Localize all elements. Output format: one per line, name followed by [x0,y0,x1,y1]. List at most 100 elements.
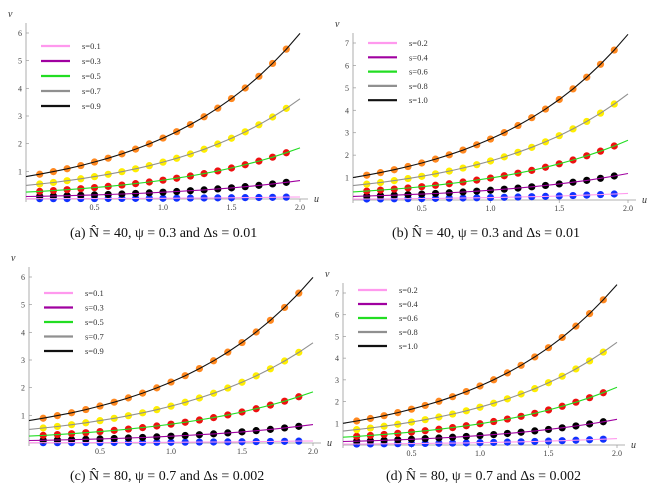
y-tick-label: 5 [345,84,349,93]
y-tick-label: 2 [335,398,339,407]
legend-label: s=0.6 [409,67,428,77]
y-axis-label: v [325,269,330,280]
chart-panel-b: u v 0.5 1.0 1.5 2.0 1 2 3 4 5 6 7 s=0.2 s=0.4 s=0.6 s=0.… [335,19,647,213]
x-tick-label: 1.5 [237,447,247,456]
x-tick-label: 1.0 [166,447,176,456]
y-tick-label: 2 [345,151,349,160]
chart-panel-c: u v 0.5 1.0 1.5 2.0 1 2 3 4 5 6 s=0.1 s=0.3 s=0.5 s=0.7… [11,253,332,456]
y-tick-label: 1 [345,174,349,183]
x-tick-label: 1.0 [158,203,168,212]
x-axis-label: u [642,195,647,206]
legend-label: s=0.7 [82,86,101,96]
legend-label: s=0.1 [85,288,104,298]
series-line [352,33,629,179]
legend-label: s=0.2 [409,38,428,48]
y-axis-label: v [8,9,13,20]
caption-c: (c) N̂ = 80, ψ = 0.7 and Δs = 0.002 [70,469,265,484]
legend-label: s=0.3 [85,303,104,313]
x-tick-label: 1.0 [475,449,485,458]
x-tick-label: 0.5 [95,447,105,456]
y-axis-label: v [335,19,340,30]
y-tick-label: 4 [21,328,25,337]
legend-label: s=0.1 [82,41,101,51]
series-line [26,196,301,200]
legend-label: s=0.3 [82,56,101,66]
chart-panel-d: u v 0.5 1.0 1.5 2.0 1 2 3 4 5 6 7 s=0.2 s=0.4 s=0.6 s=0.… [325,269,636,458]
legend-label: s=0.8 [409,81,428,91]
y-tick-label: 2 [18,140,22,149]
y-axis-label: v [11,253,16,264]
series-line [25,33,301,178]
y-tick-label: 7 [345,39,349,48]
legend-label: s=0.8 [399,327,418,337]
y-tick-label: 5 [21,301,25,310]
series-line [342,284,618,424]
x-axis-label: u [314,194,319,205]
y-tick-label: 1 [335,419,339,428]
x-tick-label: 0.5 [407,449,417,458]
x-tick-label: 0.5 [90,203,100,212]
y-tick-label: 3 [335,376,339,385]
series-line [28,424,314,442]
chart-panel-a: u v 0.5 1.0 1.5 2.0 1 2 3 4 5 6 s=0.1 s=0.3 s=0.5 s=0.7… [8,9,319,212]
x-tick-label: 2.0 [623,204,633,213]
x-tick-label: 2.0 [308,447,318,456]
series-line [28,342,314,430]
y-tick-label: 4 [345,106,349,115]
series-line [28,277,314,422]
series-line [28,391,314,437]
x-tick-label: 1.0 [486,204,496,213]
x-axis-label: u [631,440,636,451]
series-line [342,418,618,443]
series-line [352,192,629,200]
series-line [29,440,314,444]
y-tick-label: 3 [21,356,25,365]
y-tick-label: 2 [21,384,25,393]
caption-b: (b) N̂ = 40, ψ = 0.3 and Δs = 0.01 [392,226,581,241]
y-tick-label: 1 [18,167,22,176]
legend-label: s=0.9 [85,346,104,356]
y-tick-label: 7 [335,289,339,298]
x-tick-label: 2.0 [612,449,622,458]
y-tick-label: 5 [335,332,339,341]
series-line [25,147,301,193]
x-tick-label: 2.0 [295,203,305,212]
series-line [342,341,618,432]
caption-a: (a) N̂ = 40, ψ = 0.3 and Δs = 0.01 [70,226,258,241]
y-tick-label: 6 [335,311,339,320]
series-line [342,438,618,445]
y-tick-label: 3 [345,129,349,138]
y-tick-label: 1 [21,411,25,420]
y-tick-label: 4 [18,84,22,93]
y-tick-label: 6 [18,29,22,38]
y-tick-label: 4 [335,354,339,363]
legend-label: s=0.4 [409,52,428,62]
legend-label: s=1.0 [409,95,428,105]
y-tick-label: 6 [21,273,25,282]
x-axis-label: u [327,438,332,449]
series-line [352,93,629,187]
legend-label: s=0.5 [85,317,104,327]
y-tick-label: 3 [18,112,22,121]
series-line [25,180,301,198]
legend-label: s=0.2 [399,285,418,295]
series-line [352,139,629,193]
x-tick-label: 1.5 [227,203,237,212]
series-line [25,98,301,186]
legend-label: s=0.9 [82,101,101,111]
legend-label: s=0.5 [82,71,101,81]
x-tick-label: 1.5 [544,449,554,458]
legend-label: s=0.6 [399,313,418,323]
caption-d: (d) N̂ = 80, ψ = 0.7 and Δs = 0.002 [386,469,582,484]
series-line [352,172,629,197]
x-tick-label: 0.5 [417,204,427,213]
y-tick-label: 6 [345,61,349,70]
legend-label: s=1.0 [399,341,418,351]
y-tick-label: 5 [18,57,22,66]
x-tick-label: 1.5 [554,204,564,213]
legend-label: s=0.4 [399,299,418,309]
series-line [342,386,618,438]
legend-label: s=0.7 [85,332,104,342]
